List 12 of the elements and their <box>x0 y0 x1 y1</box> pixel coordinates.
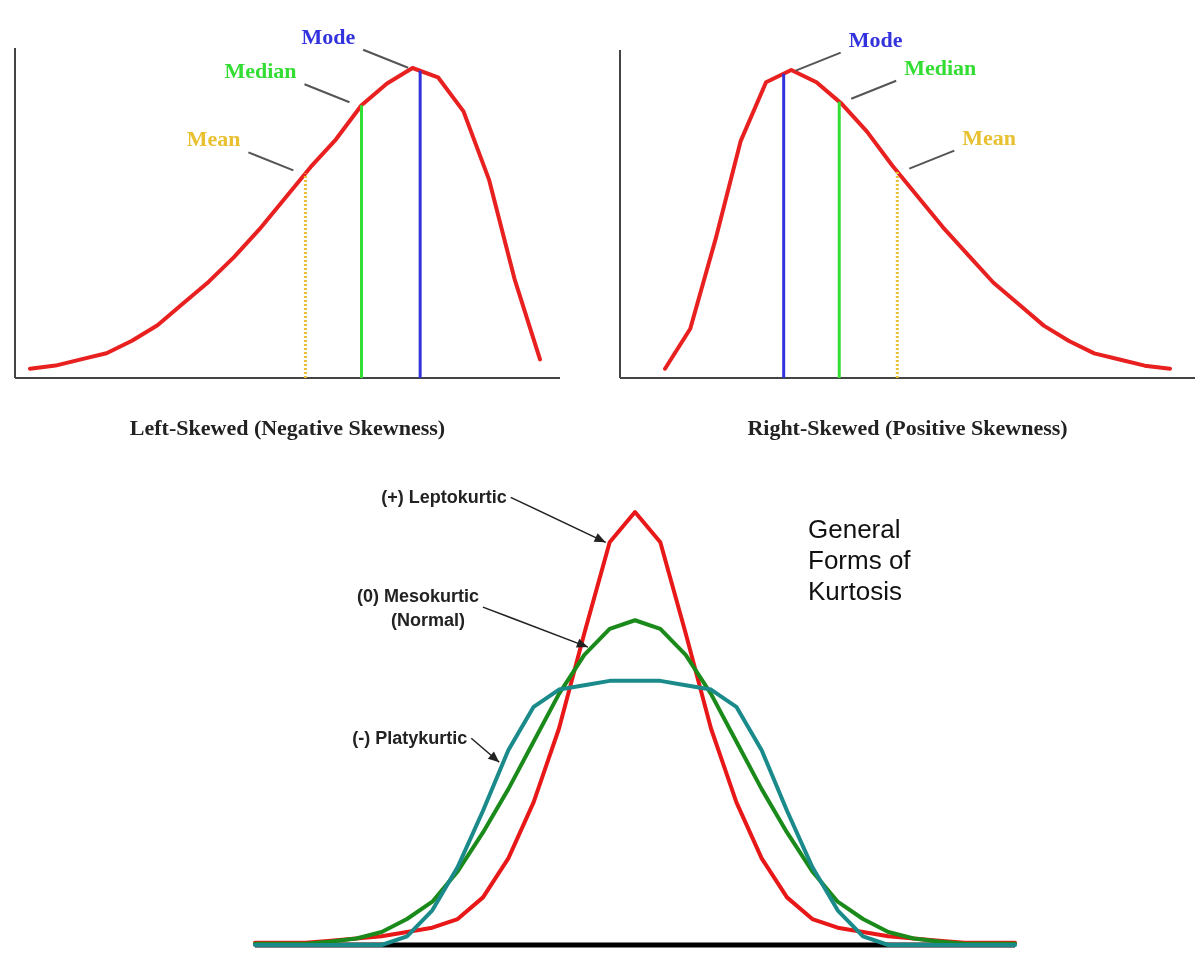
x-axis-title: Left-Skewed (Negative Skewness) <box>129 415 446 440</box>
annotation: Mean <box>186 126 241 152</box>
text: Mode <box>301 23 356 49</box>
x-axis-title: Right-Skewed (Positive Skewness) <box>747 415 1068 440</box>
text: (+) Leptokurtic <box>381 487 507 508</box>
annotation: Median <box>224 58 297 84</box>
text: (0) Mesokurtic (Normal) <box>356 586 479 631</box>
text: Mode <box>848 26 903 52</box>
annotation: Mean <box>962 124 1017 150</box>
annotation: Median <box>904 54 977 80</box>
text: (-) Platykurtic <box>352 728 468 749</box>
text: General Forms of Kurtosis <box>808 514 912 606</box>
